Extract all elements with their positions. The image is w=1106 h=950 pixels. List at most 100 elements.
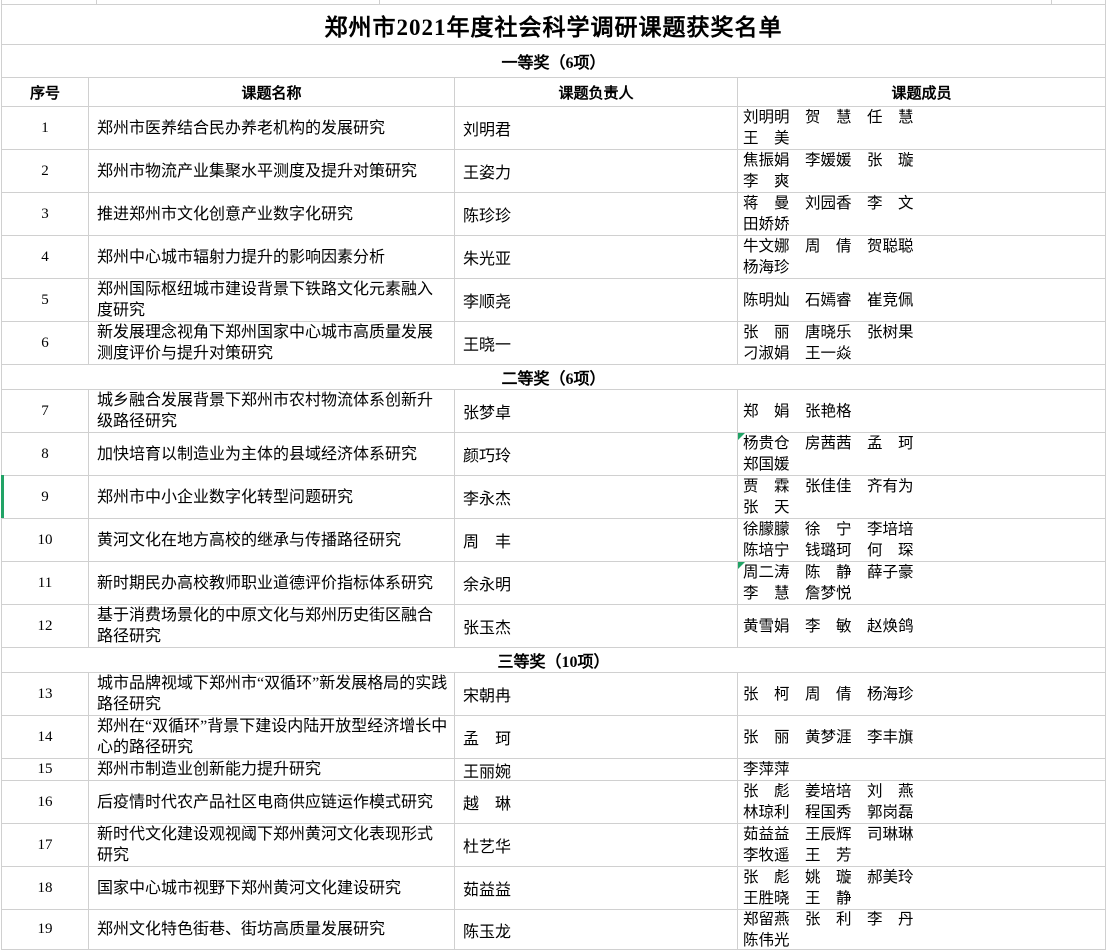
cell-members[interactable]: 贾 霖 张佳佳 齐有为 张 天 bbox=[738, 476, 1105, 518]
cell-index[interactable]: 6 bbox=[2, 322, 89, 364]
cell-index[interactable]: 19 bbox=[2, 910, 89, 949]
award-section-label: 三等奖（10项） bbox=[497, 654, 610, 671]
cell-project-title[interactable]: 城乡融合发展背景下郑州市农村物流体系创新升级路径研究 bbox=[89, 390, 455, 432]
table-row: 13 城市品牌视域下郑州市“双循环”新发展格局的实践路径研究 宋朝冉 张 柯 周… bbox=[2, 673, 1105, 716]
cell-members[interactable]: 张 彪 姜培培 刘 燕 林琼利 程国秀 郭岗磊 bbox=[738, 781, 1105, 823]
cell-leader[interactable]: 陈珍珍 bbox=[455, 193, 738, 235]
cell-index[interactable]: 1 bbox=[2, 107, 89, 149]
cell-index[interactable]: 16 bbox=[2, 781, 89, 823]
cell-members[interactable]: 周二涛 陈 静 薛子豪 李 慧 詹梦悦 bbox=[738, 562, 1105, 604]
cell-members[interactable]: 张 柯 周 倩 杨海珍 bbox=[738, 673, 1105, 715]
cell-index[interactable]: 15 bbox=[2, 759, 89, 780]
cell-members[interactable]: 刘明明 贺 慧 任 慧 王 美 bbox=[738, 107, 1105, 149]
cell-index[interactable]: 12 bbox=[2, 605, 89, 647]
cell-project-title[interactable]: 郑州市中小企业数字化转型问题研究 bbox=[89, 476, 455, 518]
members-text: 郑留燕 张 利 李 丹 陈伟光 bbox=[743, 910, 914, 949]
cell-project-title[interactable]: 新发展理念视角下郑州国家中心城市高质量发展测度评价与提升对策研究 bbox=[89, 322, 455, 364]
cell-index[interactable]: 10 bbox=[2, 519, 89, 561]
cell-leader[interactable]: 孟 珂 bbox=[455, 716, 738, 758]
cell-members[interactable]: 杨贵仓 房茜茜 孟 珂 郑国媛 bbox=[738, 433, 1105, 475]
gridline-tick bbox=[379, 0, 380, 4]
table-row: 10 黄河文化在地方高校的继承与传播路径研究 周 丰 徐朦朦 徐 宁 李培培 陈… bbox=[2, 519, 1105, 562]
cell-index[interactable]: 8 bbox=[2, 433, 89, 475]
cell-members[interactable]: 张 丽 唐晓乐 张树果 刁淑娟 王一焱 bbox=[738, 322, 1105, 364]
cell-members[interactable]: 张 彪 姚 璇 郝美玲 王胜晓 王 静 bbox=[738, 867, 1105, 909]
cell-project-title[interactable]: 郑州中心城市辐射力提升的影响因素分析 bbox=[89, 236, 455, 278]
table-row: 4 郑州中心城市辐射力提升的影响因素分析 朱光亚 牛文娜 周 倩 贺聪聪 杨海珍 bbox=[2, 236, 1105, 279]
cell-leader[interactable]: 杜艺华 bbox=[455, 824, 738, 866]
table-body: 一等奖（6项） 序号 课题名称 课题负责人 课题成员 1 郑州市医养结合民办养老… bbox=[1, 45, 1105, 950]
cell-members[interactable]: 蒋 曼 刘园香 李 文 田娇娇 bbox=[738, 193, 1105, 235]
cell-index[interactable]: 13 bbox=[2, 673, 89, 715]
cell-leader[interactable]: 朱光亚 bbox=[455, 236, 738, 278]
col-header-title[interactable]: 课题名称 bbox=[89, 78, 455, 106]
cell-leader[interactable]: 张玉杰 bbox=[455, 605, 738, 647]
cell-leader[interactable]: 王晓一 bbox=[455, 322, 738, 364]
cell-project-title[interactable]: 郑州文化特色街巷、街坊高质量发展研究 bbox=[89, 910, 455, 949]
cell-leader[interactable]: 王丽婉 bbox=[455, 759, 738, 780]
cell-index[interactable]: 9 bbox=[2, 476, 89, 518]
cell-members[interactable]: 茹益益 王辰辉 司琳琳 李牧遥 王 芳 bbox=[738, 824, 1105, 866]
cell-index[interactable]: 3 bbox=[2, 193, 89, 235]
cell-leader[interactable]: 余永明 bbox=[455, 562, 738, 604]
cell-leader[interactable]: 李永杰 bbox=[455, 476, 738, 518]
cell-project-title[interactable]: 基于消费场景化的中原文化与郑州历史街区融合路径研究 bbox=[89, 605, 455, 647]
cell-members[interactable]: 牛文娜 周 倩 贺聪聪 杨海珍 bbox=[738, 236, 1105, 278]
col-header-label: 课题负责人 bbox=[558, 85, 634, 102]
cell-leader[interactable]: 周 丰 bbox=[455, 519, 738, 561]
error-flag-icon bbox=[738, 433, 745, 440]
cell-members[interactable]: 郑留燕 张 利 李 丹 陈伟光 bbox=[738, 910, 1105, 949]
cell-members[interactable]: 黄雪娟 李 敏 赵焕鸽 bbox=[738, 605, 1105, 647]
cell-project-title[interactable]: 城市品牌视域下郑州市“双循环”新发展格局的实践路径研究 bbox=[89, 673, 455, 715]
members-text: 贾 霖 张佳佳 齐有为 张 天 bbox=[743, 478, 914, 516]
table-row: 17 新时代文化建设观视阈下郑州黄河文化表现形式研究 杜艺华 茹益益 王辰辉 司… bbox=[2, 824, 1105, 867]
cell-project-title[interactable]: 郑州在“双循环”背景下建设内陆开放型经济增长中心的路径研究 bbox=[89, 716, 455, 758]
col-header-leader[interactable]: 课题负责人 bbox=[455, 78, 738, 106]
table-row: 14 郑州在“双循环”背景下建设内陆开放型经济增长中心的路径研究 孟 珂 张 丽… bbox=[2, 716, 1105, 759]
cell-index[interactable]: 14 bbox=[2, 716, 89, 758]
cell-leader[interactable]: 陈玉龙 bbox=[455, 910, 738, 949]
cell-leader[interactable]: 颜巧玲 bbox=[455, 433, 738, 475]
cell-index[interactable]: 17 bbox=[2, 824, 89, 866]
col-header-index[interactable]: 序号 bbox=[2, 78, 89, 106]
cell-index[interactable]: 2 bbox=[2, 150, 89, 192]
cell-leader[interactable]: 李顺尧 bbox=[455, 279, 738, 321]
col-header-members[interactable]: 课题成员 bbox=[738, 78, 1105, 106]
cell-project-title[interactable]: 黄河文化在地方高校的继承与传播路径研究 bbox=[89, 519, 455, 561]
cell-project-title[interactable]: 后疫情时代农产品社区电商供应链运作模式研究 bbox=[89, 781, 455, 823]
cell-project-title[interactable]: 国家中心城市视野下郑州黄河文化建设研究 bbox=[89, 867, 455, 909]
cell-project-title[interactable]: 郑州国际枢纽城市建设背景下铁路文化元素融入度研究 bbox=[89, 279, 455, 321]
cell-project-title[interactable]: 新时代文化建设观视阈下郑州黄河文化表现形式研究 bbox=[89, 824, 455, 866]
cell-index[interactable]: 4 bbox=[2, 236, 89, 278]
cell-project-title[interactable]: 郑州市医养结合民办养老机构的发展研究 bbox=[89, 107, 455, 149]
cell-index[interactable]: 7 bbox=[2, 390, 89, 432]
cell-index[interactable]: 11 bbox=[2, 562, 89, 604]
members-text: 黄雪娟 李 敏 赵焕鸽 bbox=[743, 617, 914, 635]
cell-members[interactable]: 郑 娟 张艳格 bbox=[738, 390, 1105, 432]
cell-members[interactable]: 李萍萍 bbox=[738, 759, 1105, 780]
gridline-tick bbox=[1051, 0, 1052, 4]
award-section-header-cell[interactable]: 二等奖（6项） bbox=[2, 365, 1105, 390]
cell-project-title[interactable]: 新时期民办高校教师职业道德评价指标体系研究 bbox=[89, 562, 455, 604]
cell-members[interactable]: 张 丽 黄梦涯 李丰旗 bbox=[738, 716, 1105, 758]
cell-members[interactable]: 焦振娟 李媛媛 张 璇 李 爽 bbox=[738, 150, 1105, 192]
title-cell[interactable]: 郑州市2021年度社会科学调研课题获奖名单 bbox=[2, 5, 1105, 45]
cell-leader[interactable]: 越 琳 bbox=[455, 781, 738, 823]
cell-project-title[interactable]: 推进郑州市文化创意产业数字化研究 bbox=[89, 193, 455, 235]
cell-leader[interactable]: 刘明君 bbox=[455, 107, 738, 149]
cell-project-title[interactable]: 郑州市物流产业集聚水平测度及提升对策研究 bbox=[89, 150, 455, 192]
cell-index[interactable]: 18 bbox=[2, 867, 89, 909]
cell-project-title[interactable]: 郑州市制造业创新能力提升研究 bbox=[89, 759, 455, 780]
cell-index[interactable]: 5 bbox=[2, 279, 89, 321]
award-section-header-cell[interactable]: 三等奖（10项） bbox=[2, 648, 1105, 673]
cell-members[interactable]: 陈明灿 石嫣睿 崔竞佩 bbox=[738, 279, 1105, 321]
cell-leader[interactable]: 张梦卓 bbox=[455, 390, 738, 432]
cell-leader[interactable]: 王姿力 bbox=[455, 150, 738, 192]
cell-leader[interactable]: 宋朝冉 bbox=[455, 673, 738, 715]
cell-project-title[interactable]: 加快培育以制造业为主体的县域经济体系研究 bbox=[89, 433, 455, 475]
cell-members[interactable]: 徐朦朦 徐 宁 李培培 陈培宁 钱璐珂 何 琛 bbox=[738, 519, 1105, 561]
partial-row-above bbox=[2, 0, 1105, 5]
table-row: 7 城乡融合发展背景下郑州市农村物流体系创新升级路径研究 张梦卓 郑 娟 张艳格 bbox=[2, 390, 1105, 433]
award-section-header-cell[interactable]: 一等奖（6项） bbox=[2, 45, 1105, 78]
cell-leader[interactable]: 茹益益 bbox=[455, 867, 738, 909]
